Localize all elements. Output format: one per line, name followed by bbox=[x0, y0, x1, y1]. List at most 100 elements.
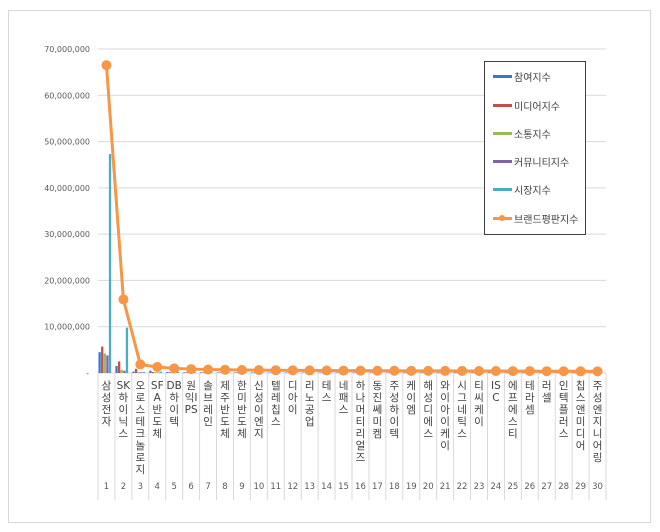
bar bbox=[108, 154, 112, 373]
line-marker bbox=[575, 366, 586, 377]
line-marker bbox=[338, 365, 349, 376]
bar bbox=[118, 361, 121, 373]
line-marker bbox=[474, 366, 484, 377]
bar bbox=[487, 372, 491, 374]
bar bbox=[555, 372, 558, 374]
x-category-label: 하나머티리얼즈 bbox=[355, 380, 366, 464]
line-marker bbox=[558, 366, 569, 377]
bar bbox=[132, 371, 135, 373]
rank-number: 4 bbox=[155, 482, 160, 492]
rank-number: 14 bbox=[321, 482, 332, 492]
bar bbox=[219, 372, 222, 373]
x-category-label: 원익IPS bbox=[184, 380, 198, 416]
line-marker bbox=[152, 361, 163, 372]
y-tick-label: 10,000,000 bbox=[44, 323, 90, 332]
x-category-label: 인텍플러스 bbox=[558, 380, 569, 440]
line-marker bbox=[406, 365, 417, 376]
rank-number: 26 bbox=[524, 482, 535, 492]
bar bbox=[134, 368, 138, 373]
rank-number: 11 bbox=[270, 482, 281, 492]
bar bbox=[101, 346, 104, 373]
bar bbox=[176, 371, 179, 373]
rank-number: 29 bbox=[575, 482, 586, 492]
rank-number: 18 bbox=[389, 482, 400, 492]
rank-number: 6 bbox=[188, 482, 193, 492]
line-marker bbox=[253, 365, 264, 376]
line-marker bbox=[135, 359, 146, 370]
x-category-label: 칩스앤미디어 bbox=[575, 380, 586, 452]
chart-legend: 참여지수 미디어지수 소통지수 커뮤니티지수 시장지수 브랜드평판지수 bbox=[484, 61, 586, 235]
x-category-label: 해성디에스 bbox=[423, 380, 434, 440]
line-marker bbox=[236, 364, 247, 375]
x-category-label: 티씨케이 bbox=[474, 380, 484, 428]
legend-swatch bbox=[493, 187, 512, 191]
x-category-label: 주성하이텍 bbox=[389, 380, 400, 440]
bar bbox=[437, 372, 440, 374]
bar bbox=[166, 372, 169, 373]
rank-number: 30 bbox=[592, 482, 603, 492]
line-marker bbox=[169, 363, 180, 374]
line-marker bbox=[118, 294, 129, 305]
x-category-label: 와이아이케이 bbox=[440, 380, 450, 452]
rank-number: 1 bbox=[104, 482, 109, 492]
bar bbox=[217, 372, 220, 373]
bar bbox=[183, 372, 186, 373]
line-marker bbox=[304, 365, 315, 376]
rank-number: 23 bbox=[474, 482, 485, 492]
x-category-label: ISC bbox=[491, 380, 501, 404]
legend-label: 시장지수 bbox=[514, 185, 551, 197]
rank-number: 2 bbox=[121, 482, 126, 492]
rank-number: 7 bbox=[205, 482, 210, 492]
rank-number: 21 bbox=[440, 482, 451, 492]
rank-number: 25 bbox=[507, 482, 518, 492]
line-marker bbox=[490, 366, 501, 377]
rank-number: 17 bbox=[372, 482, 383, 492]
bar bbox=[253, 372, 256, 374]
x-category-label: DB하이텍 bbox=[166, 380, 182, 428]
x-category-label: 테스 bbox=[321, 380, 332, 404]
rank-number: 27 bbox=[541, 482, 552, 492]
bar bbox=[318, 372, 321, 374]
x-category-label: 제주반도체 bbox=[220, 380, 230, 440]
legend-swatch bbox=[493, 131, 512, 135]
bar bbox=[386, 372, 389, 374]
legend-swatch bbox=[493, 103, 512, 107]
legend-item-community: 커뮤니티지수 bbox=[493, 154, 569, 169]
bar bbox=[538, 372, 542, 374]
x-category-label: 디아이 bbox=[287, 380, 298, 416]
line-marker bbox=[101, 60, 112, 71]
bar bbox=[504, 372, 508, 374]
x-category-label: 오로스테크놀로지 bbox=[135, 380, 146, 476]
y-tick-label: 40,000,000 bbox=[44, 184, 90, 193]
line-marker bbox=[592, 366, 603, 377]
rank-number: 20 bbox=[423, 482, 434, 492]
x-category-label: 에프에스티 bbox=[508, 380, 518, 440]
x-category-label: 솔브레인 bbox=[203, 380, 213, 428]
rank-number: 3 bbox=[138, 482, 143, 492]
bar bbox=[250, 372, 254, 374]
bar bbox=[125, 327, 129, 373]
bar bbox=[151, 372, 155, 373]
bar bbox=[159, 371, 162, 373]
x-category-label: 동진쎄미켐 bbox=[372, 380, 383, 440]
bar bbox=[284, 372, 288, 374]
x-category-label: 네패스 bbox=[338, 380, 349, 416]
bar bbox=[589, 372, 592, 374]
x-category-label: 테라셈 bbox=[524, 380, 535, 416]
x-category-label: 신성이엔지 bbox=[254, 380, 264, 440]
line-marker bbox=[389, 365, 400, 376]
bar bbox=[454, 372, 457, 374]
bar bbox=[168, 372, 172, 373]
rank-number: 12 bbox=[287, 482, 298, 492]
bar bbox=[140, 372, 143, 373]
line-marker bbox=[186, 364, 197, 375]
legend-item-communication: 소통지수 bbox=[493, 126, 551, 141]
bar bbox=[123, 370, 126, 373]
bar bbox=[335, 372, 338, 374]
bar bbox=[142, 372, 146, 373]
y-tick-label: - bbox=[86, 369, 89, 378]
legend-swatch bbox=[493, 74, 512, 78]
bar bbox=[403, 372, 406, 374]
y-tick-label: 50,000,000 bbox=[44, 138, 90, 147]
